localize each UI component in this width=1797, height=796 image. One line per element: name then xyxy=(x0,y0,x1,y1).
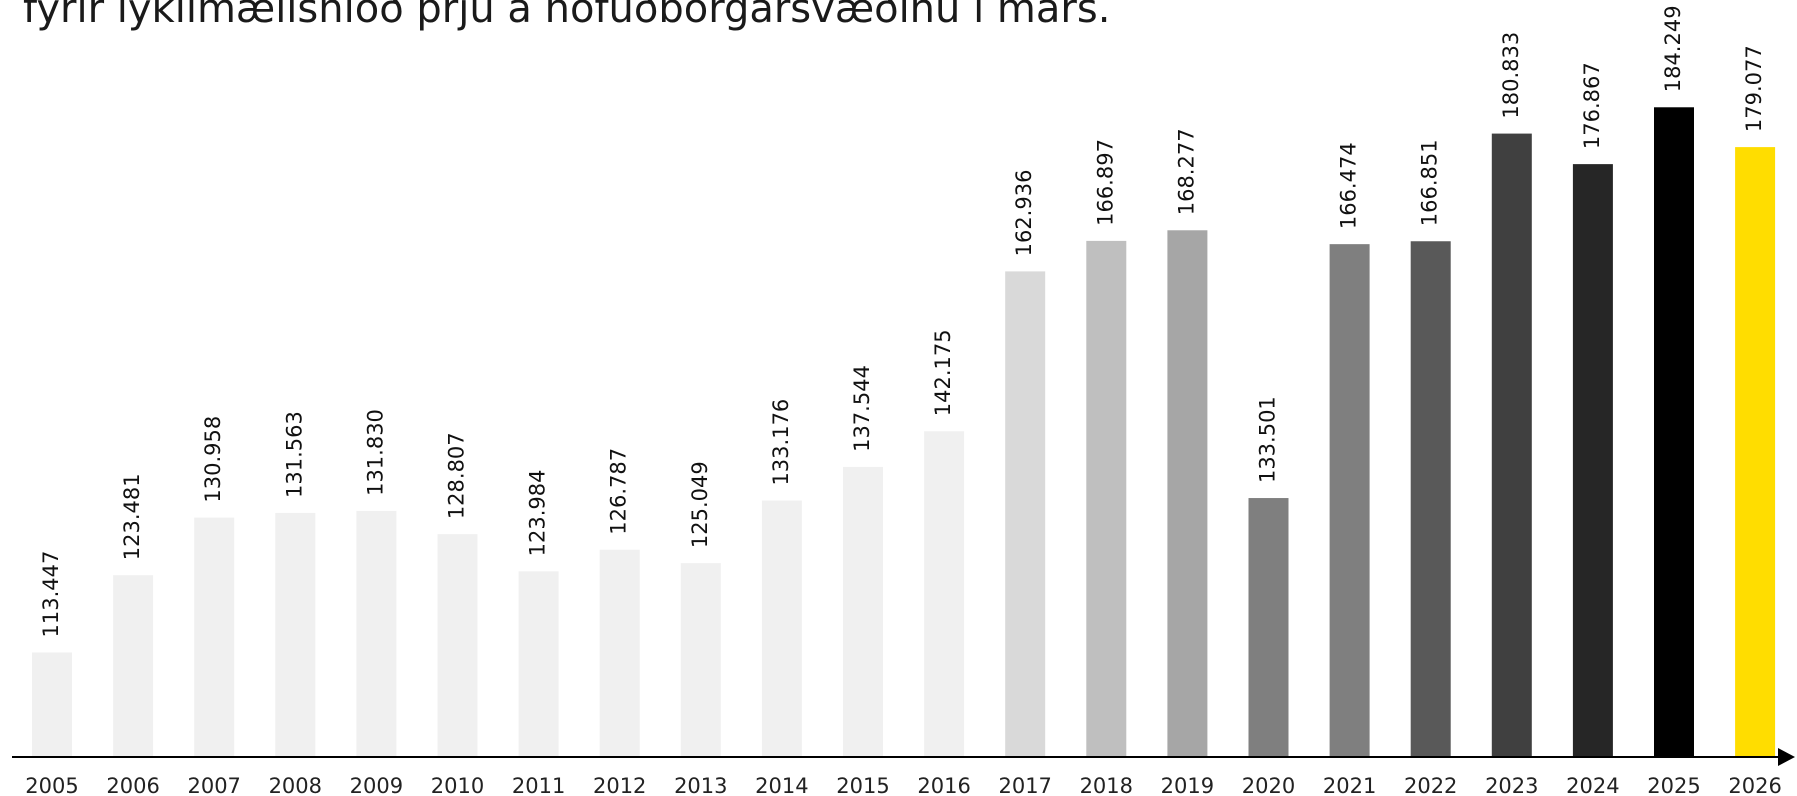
bar xyxy=(113,575,154,756)
x-tick-label: 2019 xyxy=(1161,774,1214,796)
x-tick-label: 2006 xyxy=(106,774,159,796)
bar xyxy=(1329,244,1370,756)
value-label: 113.447 xyxy=(39,551,63,638)
x-tick-label: 2020 xyxy=(1242,774,1295,796)
x-tick-label: 2021 xyxy=(1323,774,1376,796)
bar xyxy=(1005,271,1046,756)
axis-arrow xyxy=(1778,748,1795,766)
x-tick-label: 2014 xyxy=(755,774,808,796)
value-label: 131.830 xyxy=(363,409,387,496)
bar xyxy=(599,549,640,756)
x-tick-label: 2017 xyxy=(998,774,1051,796)
x-tick-label: 2025 xyxy=(1647,774,1700,796)
bar xyxy=(1654,107,1694,756)
value-label: 125.049 xyxy=(688,461,712,548)
bar xyxy=(437,534,478,756)
x-tick-label: 2013 xyxy=(674,774,727,796)
bar xyxy=(1248,498,1289,756)
value-label: 168.277 xyxy=(1174,128,1198,215)
x-tick-label: 2007 xyxy=(187,774,240,796)
value-label: 133.501 xyxy=(1256,396,1280,483)
value-label: 130.958 xyxy=(201,416,225,503)
bar xyxy=(1410,241,1451,756)
x-tick-label: 2015 xyxy=(836,774,889,796)
x-tick-label: 2008 xyxy=(269,774,322,796)
bar xyxy=(761,500,802,756)
value-label: 123.984 xyxy=(526,469,550,556)
bar xyxy=(275,512,316,756)
bar xyxy=(356,510,397,756)
bar xyxy=(1167,230,1208,757)
x-tick-label: 2011 xyxy=(512,774,565,796)
x-tick-label: 2026 xyxy=(1728,774,1781,796)
value-label: 128.807 xyxy=(445,432,469,519)
value-label: 133.176 xyxy=(769,399,793,486)
x-tick-label: 2024 xyxy=(1566,774,1619,796)
x-tick-label: 2009 xyxy=(350,774,403,796)
bar xyxy=(1086,240,1127,757)
x-tick-label: 2010 xyxy=(431,774,484,796)
value-label: 176.867 xyxy=(1580,62,1604,149)
value-label: 180.833 xyxy=(1499,32,1523,119)
bar xyxy=(518,571,559,756)
x-tick-label: 2023 xyxy=(1485,774,1538,796)
bar xyxy=(194,517,235,756)
value-label: 137.544 xyxy=(850,365,874,452)
x-tick-label: 2016 xyxy=(917,774,970,796)
value-label: 142.175 xyxy=(931,329,955,416)
bar xyxy=(843,466,883,756)
value-label: 184.249 xyxy=(1661,5,1685,92)
value-label: 123.481 xyxy=(120,473,144,560)
x-tick-label: 2018 xyxy=(1080,774,1133,796)
bar xyxy=(1491,133,1532,756)
chart-title: fyrir lykilmælishlóð þrjú á höfuðborgars… xyxy=(23,0,1110,32)
value-label: 162.936 xyxy=(1012,170,1036,257)
x-tick-label: 2012 xyxy=(593,774,646,796)
value-label: 166.851 xyxy=(1418,139,1442,226)
value-label: 166.897 xyxy=(1093,139,1117,226)
bar xyxy=(680,563,721,756)
bar xyxy=(924,431,965,756)
x-tick-label: 2005 xyxy=(25,774,78,796)
value-label: 179.077 xyxy=(1742,45,1766,132)
value-label: 131.563 xyxy=(282,411,306,498)
value-label: 166.474 xyxy=(1337,142,1361,229)
x-tick-label: 2022 xyxy=(1404,774,1457,796)
bar xyxy=(1735,147,1776,756)
bar xyxy=(1572,164,1613,757)
bar xyxy=(32,652,72,756)
value-label: 126.787 xyxy=(607,448,631,535)
